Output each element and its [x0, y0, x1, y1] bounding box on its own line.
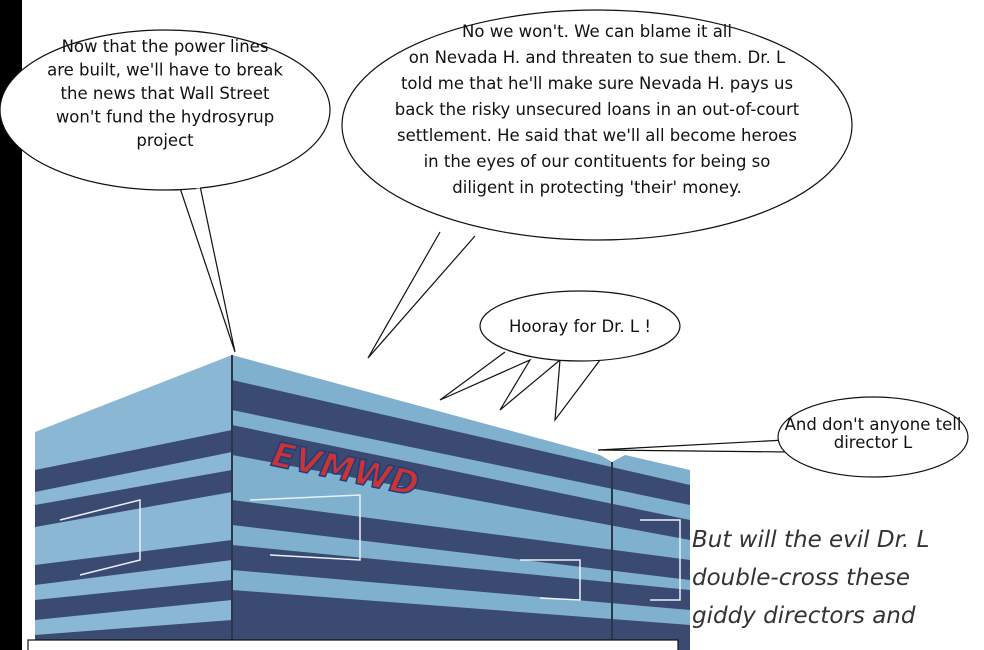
bubble-text: Hooray for Dr. L !: [509, 317, 651, 336]
caption-line: But will the evil Dr. L: [692, 527, 929, 553]
bubble-text: back the risky unsecured loans in an out…: [395, 100, 800, 119]
building: [35, 355, 690, 650]
bubble-text: Now that the power lines: [62, 37, 269, 56]
bubble-text: project: [136, 131, 194, 150]
speech-bubble: Hooray for Dr. L !: [440, 291, 680, 420]
bubble-text: won't fund the hydrosyrup: [56, 108, 274, 127]
speech-bubble: Now that the power lines are built, we'll…: [0, 30, 330, 352]
caption-line: giddy directors and: [692, 603, 916, 629]
caption-line: double-cross these: [692, 565, 910, 591]
caption: But will the evil Dr. L double-cross thes…: [692, 527, 929, 629]
bubble-text: diligent in protecting 'their' money.: [452, 178, 741, 197]
bubble-text: director L: [834, 433, 913, 452]
bubble-text: settlement. He said that we'll all becom…: [397, 126, 797, 145]
bubble-text: on Nevada H. and threaten to sue them. D…: [409, 48, 786, 67]
caption-box: [28, 640, 678, 650]
comic-panel: EVMWD Now that the power linesare built,…: [0, 0, 984, 650]
bubble-text: And don't anyone tell: [785, 415, 962, 434]
bubble-text: are built, we'll have to break: [47, 61, 283, 80]
bubble-text: No we won't. We can blame it all: [462, 22, 732, 41]
bubble-text: in the eyes of our contituents for being…: [424, 152, 771, 171]
bubble-text: told me that he'll make sure Nevada H. p…: [401, 74, 793, 93]
page: EVMWD Now that the power linesare built,…: [0, 0, 984, 650]
bubble-text: the news that Wall Street: [61, 84, 270, 103]
